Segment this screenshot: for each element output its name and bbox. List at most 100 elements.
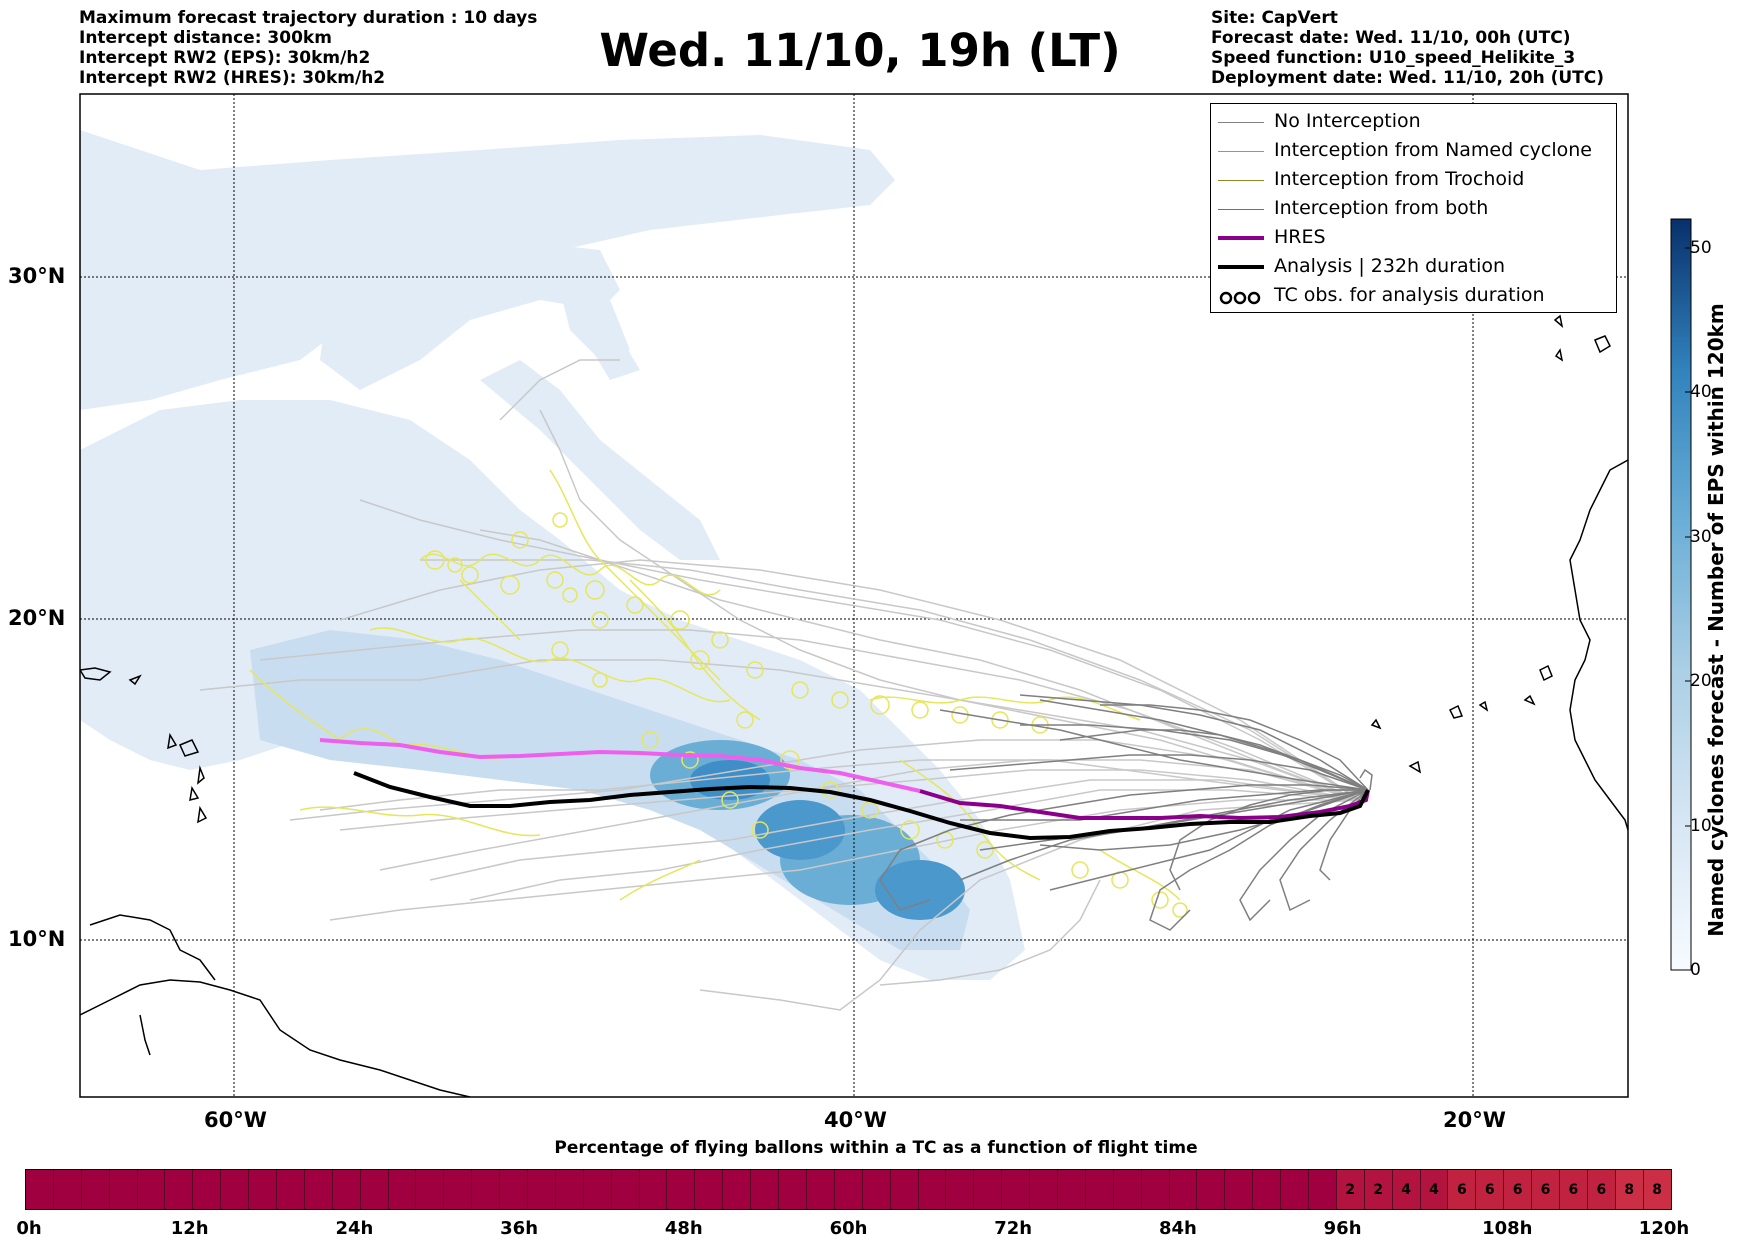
timeline-cell xyxy=(695,1170,724,1209)
legend-item-no-interception: No Interception xyxy=(1211,108,1616,137)
timeline-cell xyxy=(806,1170,835,1209)
timeline-cell xyxy=(1169,1170,1198,1209)
timeline-cell xyxy=(667,1170,696,1209)
timeline-cell xyxy=(583,1170,612,1209)
lat-label-30n: 30°N xyxy=(8,264,66,288)
timeline-cell xyxy=(137,1170,166,1209)
hres-trajectory-late xyxy=(919,789,1370,821)
map-legend: No Interception Interception from Named … xyxy=(1210,103,1617,313)
legend-label: Interception from Named cyclone xyxy=(1274,139,1592,161)
timeline-cell xyxy=(1002,1170,1031,1209)
timeline-cell xyxy=(332,1170,361,1209)
legend-label: Interception from both xyxy=(1274,197,1489,219)
timeline-cell xyxy=(1030,1170,1058,1209)
trochoid-trajectories xyxy=(249,469,1188,918)
timeline-cell xyxy=(1113,1170,1142,1209)
timeline-cell: 4 xyxy=(1420,1170,1449,1209)
timeline-cell xyxy=(53,1170,82,1209)
timeline-cell: 8 xyxy=(1615,1170,1644,1209)
forecast-date-text: Forecast date: Wed. 11/10, 00h (UTC) xyxy=(1211,28,1571,48)
hres-trajectory-early xyxy=(319,738,921,793)
timeline-label: 108h xyxy=(1482,1218,1533,1239)
colorbar-ticks xyxy=(1685,247,1691,971)
timeline-cell xyxy=(416,1170,445,1209)
timeline-label: 96h xyxy=(1323,1218,1362,1239)
timeline-label: 120h xyxy=(1638,1218,1690,1239)
timeline-cell: 6 xyxy=(1559,1170,1588,1209)
tc-loops-icon xyxy=(1219,291,1261,305)
timeline-cell xyxy=(360,1170,389,1209)
intercept-eps-text: Intercept RW2 (EPS): 30km/h2 xyxy=(79,48,371,68)
timeline-cell xyxy=(249,1170,278,1209)
timeline-cell xyxy=(277,1170,305,1209)
timeline-cell xyxy=(1225,1170,1254,1209)
legend-label: No Interception xyxy=(1274,110,1421,132)
timeline-cell xyxy=(611,1170,640,1209)
timeline-cell xyxy=(528,1170,556,1209)
timeline-cell: 6 xyxy=(1504,1170,1533,1209)
lon-label-40w: 40°W xyxy=(824,1108,887,1132)
colorbar-tick-10: 10 xyxy=(1690,816,1712,836)
timeline-cell: 4 xyxy=(1392,1170,1421,1209)
timeline-label: 72h xyxy=(994,1218,1033,1239)
timeline-label: 60h xyxy=(829,1218,868,1239)
legend-swatch xyxy=(1218,180,1264,181)
map-title: Wed. 11/10, 19h (LT) xyxy=(599,24,1121,77)
timeline-cell xyxy=(444,1170,473,1209)
timeline-cell xyxy=(500,1170,529,1209)
timeline-cell xyxy=(974,1170,1003,1209)
timeline-label: 24h xyxy=(335,1218,374,1239)
legend-item-both: Interception from both xyxy=(1211,195,1616,224)
timeline-cell xyxy=(779,1170,807,1209)
colorbar-tick-40: 40 xyxy=(1690,382,1712,402)
legend-label: Interception from Trochoid xyxy=(1274,168,1525,190)
legend-item-trochoid: Interception from Trochoid xyxy=(1211,166,1616,195)
no-interception-trajectories xyxy=(879,694,1373,931)
timeline-cell xyxy=(221,1170,250,1209)
legend-item-named-cyclone: Interception from Named cyclone xyxy=(1211,137,1616,166)
timeline-cell xyxy=(1085,1170,1114,1209)
timeline-cell xyxy=(1281,1170,1309,1209)
timeline-label: 36h xyxy=(500,1218,539,1239)
legend-item-analysis: Analysis | 232h duration xyxy=(1211,253,1616,282)
timeline-label: 48h xyxy=(664,1218,703,1239)
colorbar-tick-50: 50 xyxy=(1690,238,1712,258)
map-content xyxy=(80,94,1628,1097)
timeline-cell xyxy=(388,1170,417,1209)
timeline-cell xyxy=(304,1170,333,1209)
timeline-cell xyxy=(472,1170,501,1209)
timeline-cell xyxy=(834,1170,863,1209)
timeline-cell xyxy=(109,1170,138,1209)
timeline-cell xyxy=(1197,1170,1226,1209)
colorbar-tick-0: 0 xyxy=(1690,960,1701,980)
timeline-cell: 6 xyxy=(1476,1170,1505,1209)
timeline-cell: 6 xyxy=(1448,1170,1477,1209)
analysis-trajectory xyxy=(353,771,1370,841)
timeline-cell xyxy=(946,1170,975,1209)
colorbar-label: Named cyclones forecast - Number of EPS … xyxy=(1704,303,1728,937)
site-text: Site: CapVert xyxy=(1211,8,1338,28)
timeline-cell xyxy=(1141,1170,1170,1209)
intercept-distance-text: Intercept distance: 300km xyxy=(79,28,332,48)
timeline-cell: 8 xyxy=(1643,1170,1671,1209)
site-info: Site: CapVert Forecast date: Wed. 11/10,… xyxy=(1211,8,1604,88)
deployment-date-text: Deployment date: Wed. 11/10, 20h (UTC) xyxy=(1211,68,1605,88)
legend-label: TC obs. for analysis duration xyxy=(1274,284,1545,306)
timeline-cell: 6 xyxy=(1532,1170,1560,1209)
timeline-label: 84h xyxy=(1158,1218,1197,1239)
legend-label: Analysis | 232h duration xyxy=(1274,255,1506,277)
timeline-cell xyxy=(193,1170,222,1209)
max-duration-text: Maximum forecast trajectory duration : 1… xyxy=(79,8,538,28)
timeline-cell xyxy=(26,1170,54,1209)
legend-swatch xyxy=(1218,265,1264,269)
timeline-cell xyxy=(723,1170,752,1209)
timeline-cell xyxy=(918,1170,947,1209)
forecast-parameters: Maximum forecast trajectory duration : 1… xyxy=(79,8,537,88)
colorbar xyxy=(1670,218,1692,971)
timeline-cell xyxy=(862,1170,891,1209)
legend-item-hres: HRES xyxy=(1211,224,1616,253)
colorbar-tick-20: 20 xyxy=(1690,671,1712,691)
timeline-cell xyxy=(890,1170,919,1209)
timeline-cell xyxy=(1308,1170,1337,1209)
